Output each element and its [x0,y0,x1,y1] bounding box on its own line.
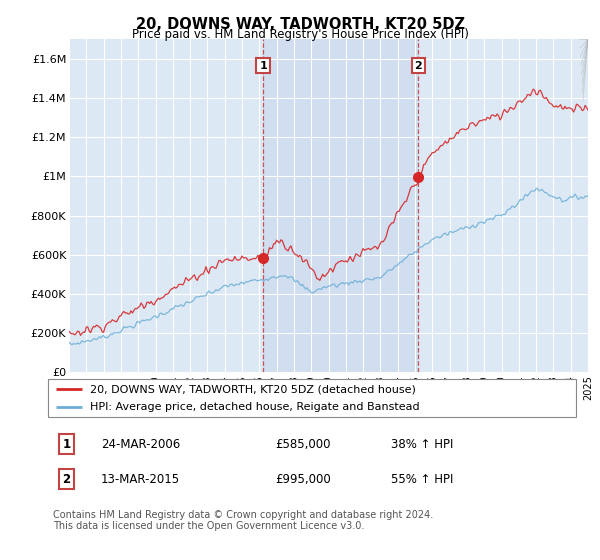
Text: 38% ↑ HPI: 38% ↑ HPI [391,437,454,451]
Text: HPI: Average price, detached house, Reigate and Banstead: HPI: Average price, detached house, Reig… [90,402,420,412]
Text: £585,000: £585,000 [275,437,331,451]
Text: 24-MAR-2006: 24-MAR-2006 [101,437,180,451]
Text: 20, DOWNS WAY, TADWORTH, KT20 5DZ: 20, DOWNS WAY, TADWORTH, KT20 5DZ [136,17,464,32]
Text: 1: 1 [259,60,267,71]
Text: 55% ↑ HPI: 55% ↑ HPI [391,473,454,486]
Text: 1: 1 [62,437,71,451]
Text: £995,000: £995,000 [275,473,331,486]
Text: 2: 2 [415,60,422,71]
Text: 2: 2 [62,473,71,486]
FancyBboxPatch shape [48,379,576,417]
Text: 20, DOWNS WAY, TADWORTH, KT20 5DZ (detached house): 20, DOWNS WAY, TADWORTH, KT20 5DZ (detac… [90,384,416,394]
Text: Price paid vs. HM Land Registry's House Price Index (HPI): Price paid vs. HM Land Registry's House … [131,28,469,41]
Text: Contains HM Land Registry data © Crown copyright and database right 2024.
This d: Contains HM Land Registry data © Crown c… [53,510,434,531]
Bar [263,39,418,372]
Text: 13-MAR-2015: 13-MAR-2015 [101,473,180,486]
